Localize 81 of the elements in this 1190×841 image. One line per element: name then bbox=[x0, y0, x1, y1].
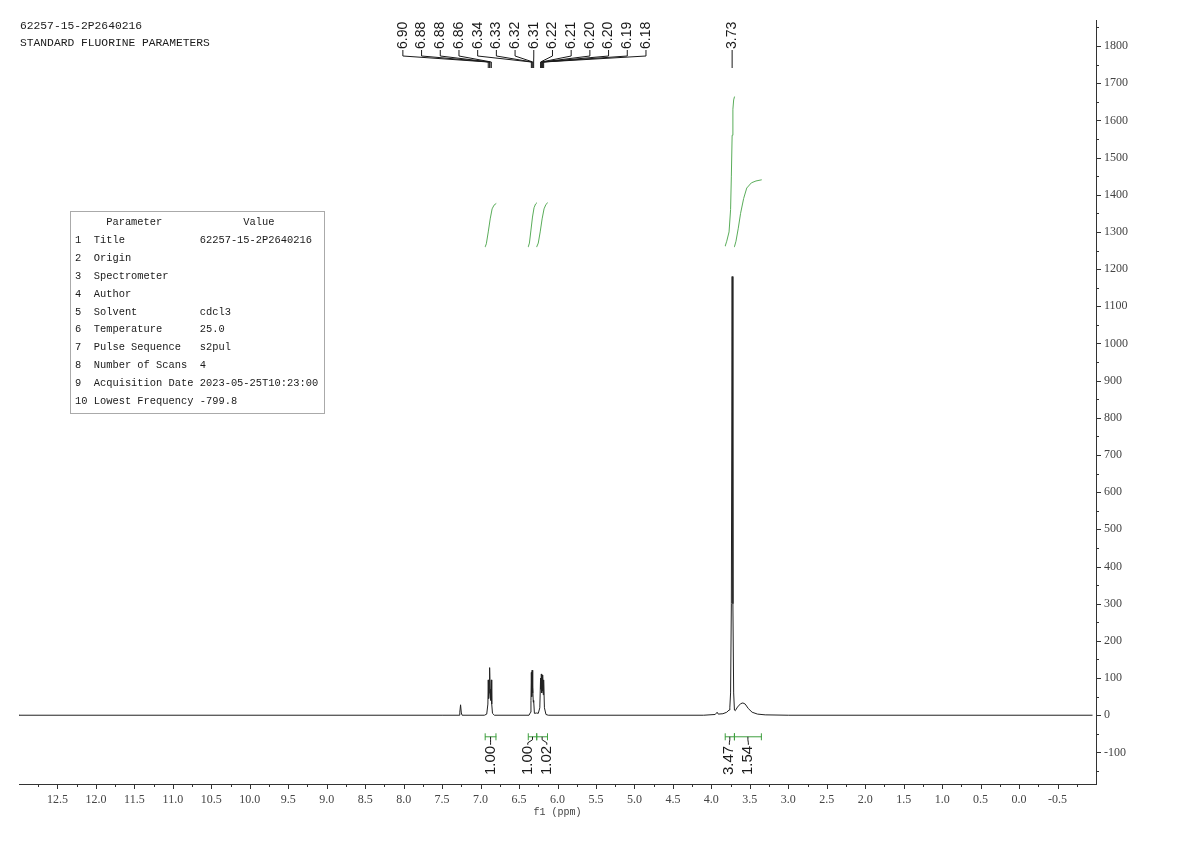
annotation: 6.31 bbox=[524, 21, 541, 49]
annotation: 8 Number of Scans 4 bbox=[75, 358, 207, 374]
x-tick-label: 0.0 bbox=[1011, 792, 1027, 807]
annotation: 6.34 bbox=[468, 21, 485, 49]
x-tick-label: 9.0 bbox=[319, 792, 335, 807]
annotation: 6.32 bbox=[505, 21, 522, 49]
annotation: 6.88 bbox=[412, 21, 429, 49]
y-tick-label: 1300 bbox=[1104, 224, 1128, 239]
x-tick-label: 2.0 bbox=[857, 792, 873, 807]
x-tick-label: 6.5 bbox=[511, 792, 527, 807]
annotation: 6 Temperature 25.0 bbox=[75, 322, 226, 338]
y-tick-label: -100 bbox=[1104, 744, 1126, 759]
x-tick-label: 1.5 bbox=[896, 792, 912, 807]
x-tick-label: 11.5 bbox=[124, 792, 145, 807]
y-tick-label: 600 bbox=[1104, 484, 1122, 499]
x-tick-label: 8.5 bbox=[357, 792, 373, 807]
y-tick-label: 1700 bbox=[1104, 75, 1128, 90]
y-tick-label: 1000 bbox=[1104, 335, 1128, 350]
x-tick-label: 12.5 bbox=[46, 792, 68, 807]
y-tick-label: 1800 bbox=[1104, 38, 1128, 53]
annotation: 6.19 bbox=[618, 21, 635, 49]
x-tick-label: 9.5 bbox=[280, 792, 296, 807]
annotation: 6.33 bbox=[487, 21, 504, 49]
y-tick-label: 1600 bbox=[1104, 112, 1128, 127]
chart-title: 62257-15-2P2640216 bbox=[20, 19, 144, 34]
annotation: 6.90 bbox=[393, 21, 410, 49]
y-tick-label: 1100 bbox=[1104, 298, 1128, 313]
x-tick-label: 10.0 bbox=[239, 792, 261, 807]
x-tick-label: 1.0 bbox=[934, 792, 950, 807]
annotation: 5 Solvent cdcl3 bbox=[75, 304, 232, 320]
x-tick-label: 12.0 bbox=[85, 792, 107, 807]
annotation: 1.54 bbox=[738, 745, 756, 775]
annotation: 6.18 bbox=[636, 21, 653, 49]
y-tick-label: 800 bbox=[1104, 409, 1122, 424]
x-tick-label: 8.0 bbox=[396, 792, 412, 807]
annotation: 4 Author bbox=[75, 286, 133, 302]
y-tick-label: 1200 bbox=[1104, 261, 1128, 276]
x-tick-label: 3.0 bbox=[780, 792, 796, 807]
annotation: 1.02 bbox=[536, 745, 554, 775]
annotation: 7 Pulse Sequence s2pul bbox=[75, 340, 232, 356]
x-tick-label: 6.0 bbox=[550, 792, 565, 807]
annotation: 1.00 bbox=[517, 745, 535, 775]
x-axis-title: f1 (ppm) bbox=[533, 806, 582, 818]
annotation: 6.88 bbox=[431, 21, 448, 49]
y-tick-label: 100 bbox=[1104, 670, 1122, 685]
x-tick-label: 4.5 bbox=[665, 792, 681, 807]
x-tick-label: 5.0 bbox=[626, 792, 642, 807]
x-tick-label: 4.0 bbox=[703, 792, 719, 807]
x-tick-label: 7.5 bbox=[434, 792, 450, 807]
y-tick-label: 200 bbox=[1104, 633, 1122, 648]
y-tick-label: 1500 bbox=[1104, 149, 1128, 164]
annotation: 2 Origin bbox=[75, 250, 133, 266]
annotation: 1 Title 62257-15-2P2640216 bbox=[75, 232, 313, 248]
annotation: 6.20 bbox=[599, 21, 616, 49]
y-tick-label: 700 bbox=[1104, 447, 1122, 462]
x-tick-label: 7.0 bbox=[473, 792, 489, 807]
annotation: 6.86 bbox=[449, 21, 466, 49]
annotation: 6.21 bbox=[562, 21, 579, 49]
x-tick-label: 0.5 bbox=[973, 792, 989, 807]
x-tick-label: 2.5 bbox=[819, 792, 835, 807]
y-tick-label: 300 bbox=[1104, 595, 1122, 610]
y-tick-label: 1400 bbox=[1104, 186, 1128, 201]
y-tick-label: 400 bbox=[1104, 558, 1122, 573]
annotation: 10 Lowest Frequency -799.8 bbox=[75, 394, 239, 410]
text: STANDARD FLUORINE PARAMETERS bbox=[20, 36, 210, 51]
annotation: 3.47 bbox=[719, 745, 737, 775]
y-tick-label: 0 bbox=[1104, 707, 1110, 722]
x-tick-label: -0.5 bbox=[1048, 792, 1068, 807]
annotation: 9 Acquisition Date 2023-05-25T10:23:00 bbox=[75, 376, 319, 392]
annotation: 3.73 bbox=[722, 21, 739, 49]
y-tick-label: 900 bbox=[1104, 372, 1122, 387]
annotation: 6.22 bbox=[543, 21, 560, 49]
x-tick-label: 3.5 bbox=[742, 792, 758, 807]
y-tick-label: 500 bbox=[1104, 521, 1122, 536]
x-tick-label: 11.0 bbox=[162, 792, 184, 807]
annotation: 1.00 bbox=[480, 745, 498, 775]
x-tick-label: 5.5 bbox=[588, 792, 604, 807]
annotation: 3 Spectrometer bbox=[75, 268, 170, 284]
annotation: Parameter Value bbox=[105, 215, 276, 230]
x-tick-label: 10.5 bbox=[200, 792, 222, 807]
annotation: 6.20 bbox=[580, 21, 597, 49]
